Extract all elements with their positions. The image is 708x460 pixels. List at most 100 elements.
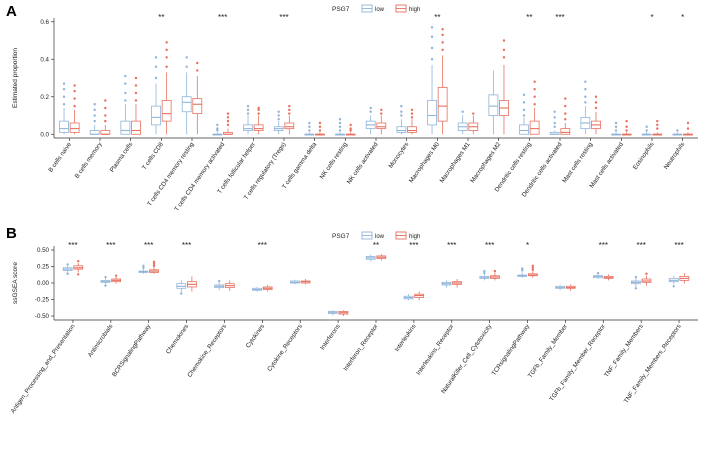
outlier-point: [596, 271, 600, 275]
outlier-point: [216, 123, 219, 127]
outlier-point: [154, 56, 158, 59]
box-iqr: [89, 130, 100, 135]
outlier-point: [349, 123, 352, 127]
outlier-point: [93, 108, 96, 112]
outlier-point: [73, 84, 76, 87]
box-low: [593, 271, 603, 280]
outlier-point: [645, 125, 648, 128]
outlier-point: [410, 112, 414, 115]
outlier-point: [93, 114, 96, 117]
outlier-point: [124, 82, 127, 85]
outlier-point: [584, 80, 587, 83]
outlier-point: [594, 106, 598, 110]
box-low: [365, 106, 376, 135]
outlier-point: [686, 127, 690, 130]
outlier-point: [430, 35, 434, 38]
panel-letter: A: [6, 3, 17, 20]
category-group: ***T cells regulatory (Tregs): [243, 13, 295, 201]
outlier-point: [77, 259, 80, 263]
box-iqr: [59, 120, 69, 133]
box-low: [555, 284, 566, 291]
box-low: [327, 310, 338, 316]
outlier-point: [430, 58, 434, 61]
outlier-point: [533, 88, 536, 91]
outlier-point: [369, 110, 372, 113]
outlier-point: [246, 104, 250, 108]
outlier-point: [104, 275, 107, 279]
box-iqr: [437, 86, 448, 122]
outlier-point: [62, 95, 66, 98]
outlier-point: [441, 33, 444, 37]
box-iqr: [192, 98, 203, 115]
outlier-point: [142, 266, 145, 270]
x-tick-label: Cytokine_Receptors: [266, 323, 304, 373]
outlier-point: [318, 129, 322, 132]
significance-label: **: [434, 13, 440, 22]
outlier-point: [380, 108, 383, 112]
outlier-point: [104, 284, 107, 287]
y-tick-label: 0.2: [40, 94, 49, 101]
outlier-point: [216, 127, 219, 130]
box-high: [560, 97, 571, 135]
outlier-point: [338, 129, 342, 132]
y-tick-label: 0.50: [37, 247, 50, 254]
outlier-point: [152, 260, 156, 264]
outlier-point: [472, 112, 475, 115]
box-iqr: [131, 120, 141, 135]
box-low: [365, 254, 376, 262]
y-tick-label: 0.6: [40, 19, 49, 26]
legend-high: high: [395, 231, 420, 240]
outlier-point: [114, 274, 118, 277]
significance-label: ***: [106, 241, 115, 250]
outlier-point: [634, 287, 638, 290]
box-high: [376, 253, 387, 261]
legend-title: PSG7: [332, 6, 350, 13]
outlier-point: [134, 99, 138, 102]
outlier-point: [124, 91, 127, 95]
legend-high: high: [395, 4, 420, 13]
outlier-point: [142, 264, 145, 268]
outlier-point: [461, 110, 464, 113]
category-group: T cells gamma delta: [281, 121, 325, 190]
outlier-point: [614, 129, 618, 132]
box-iqr: [407, 126, 417, 133]
category-group: Macrophages M1: [438, 110, 479, 184]
box-high: [100, 99, 111, 135]
outlier-point: [66, 272, 69, 275]
box-low: [304, 121, 315, 136]
y-axis: -0.50 -0.25 0.00 0.25 0.50 ssGSEA score: [12, 246, 55, 320]
outlier-point: [196, 61, 199, 65]
x-tick-label: Mast cells resting: [561, 141, 594, 185]
outlier-point: [277, 110, 280, 113]
x-tick-label: TNF_Family_Members: [603, 323, 645, 379]
outlier-point: [246, 108, 250, 112]
outlier-point: [614, 121, 618, 125]
box-high: [437, 28, 448, 135]
box-high: [407, 108, 417, 135]
legend-low: low: [361, 231, 385, 240]
box-iqr: [151, 105, 161, 126]
outlier-point: [594, 95, 598, 98]
outlier-point: [257, 108, 260, 112]
category-group: Interferons: [319, 310, 349, 351]
category-group: Mast cells activated: [588, 119, 632, 189]
outlier-point: [533, 103, 536, 106]
category-group: *** Chemokines: [165, 241, 197, 355]
box-low: [151, 56, 161, 135]
outlier-point: [277, 118, 280, 121]
outlier-point: [672, 285, 675, 288]
category-group: *** Cytokines: [245, 241, 273, 349]
box-high: [186, 276, 197, 292]
outlier-point: [553, 125, 556, 128]
significance-label: ***: [409, 241, 418, 250]
category-group: *** Antimicrobials: [87, 241, 122, 359]
box-high: [499, 39, 509, 135]
outlier-point: [104, 114, 107, 117]
category-group: *** Interleukins: [394, 241, 425, 353]
box-low: [668, 275, 679, 288]
category-group: B cells memory: [74, 99, 111, 180]
significance-label: ***: [258, 241, 267, 250]
outlier-point: [410, 116, 414, 119]
outlier-point: [502, 39, 506, 42]
box-high: [192, 61, 203, 135]
